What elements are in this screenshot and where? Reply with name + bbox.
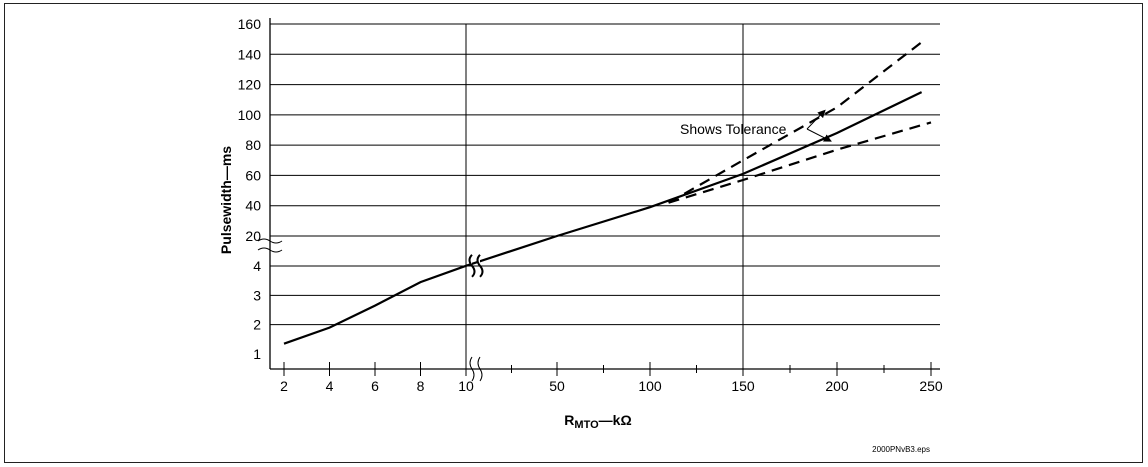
x-axis-title-main: R [564,412,574,428]
x-tick-label-250: 250 [919,378,943,394]
figure-id: 2000PNvB3.eps [872,445,930,454]
series-line-0-solid [283,91,923,345]
x-axis-break-1 [477,356,483,382]
annotation-arrow-upper [806,109,826,130]
y-tick-label-140: 140 [238,46,262,62]
x-tick-label-6: 6 [371,378,379,394]
x-tick-label-4: 4 [326,378,334,394]
y-tick-label-160: 160 [238,16,262,32]
x-axis-break-0 [469,356,475,382]
x-tick-label-200: 200 [825,378,849,394]
x-tick-label-150: 150 [731,378,755,394]
x-axis-title-rest: —kΩ [599,412,632,428]
x-tick-label-100: 100 [638,378,662,394]
y-tick-label-2: 2 [253,317,261,333]
y-tick-label-3: 3 [253,287,261,303]
y-axis-break-0 [257,238,283,244]
x-tick-label-50: 50 [549,378,565,394]
annotation-arrow-lower [806,128,832,142]
x-tick-label-10: 10 [458,378,474,394]
y-axis-title: Pulsewidth—ms [218,146,234,254]
x-tick-label-8: 8 [417,378,425,394]
y-axis-break-1 [257,247,283,253]
x-axis-title-sub: MTO [574,419,599,431]
series-line-1-dashed [668,41,923,204]
y-tick-label-60: 60 [245,167,261,183]
series-line-2-dashed [668,121,932,204]
x-axis-title: RMTO—kΩ [564,412,631,431]
curve-break-0 [468,254,476,278]
y-tick-label-100: 100 [238,107,262,123]
y-tick-label-4: 4 [253,258,261,274]
curve-break-1 [476,254,484,278]
y-tick-label-40: 40 [245,198,261,214]
y-tick-label-120: 120 [238,77,262,93]
y-tick-label-80: 80 [245,137,261,153]
x-tick-label-2: 2 [280,378,288,394]
y-tick-label-1: 1 [253,346,261,362]
figure-frame [4,3,1143,463]
annotation-shows-tolerance: Shows Tolerance [680,121,787,137]
y-tick-label-20: 20 [245,228,261,244]
